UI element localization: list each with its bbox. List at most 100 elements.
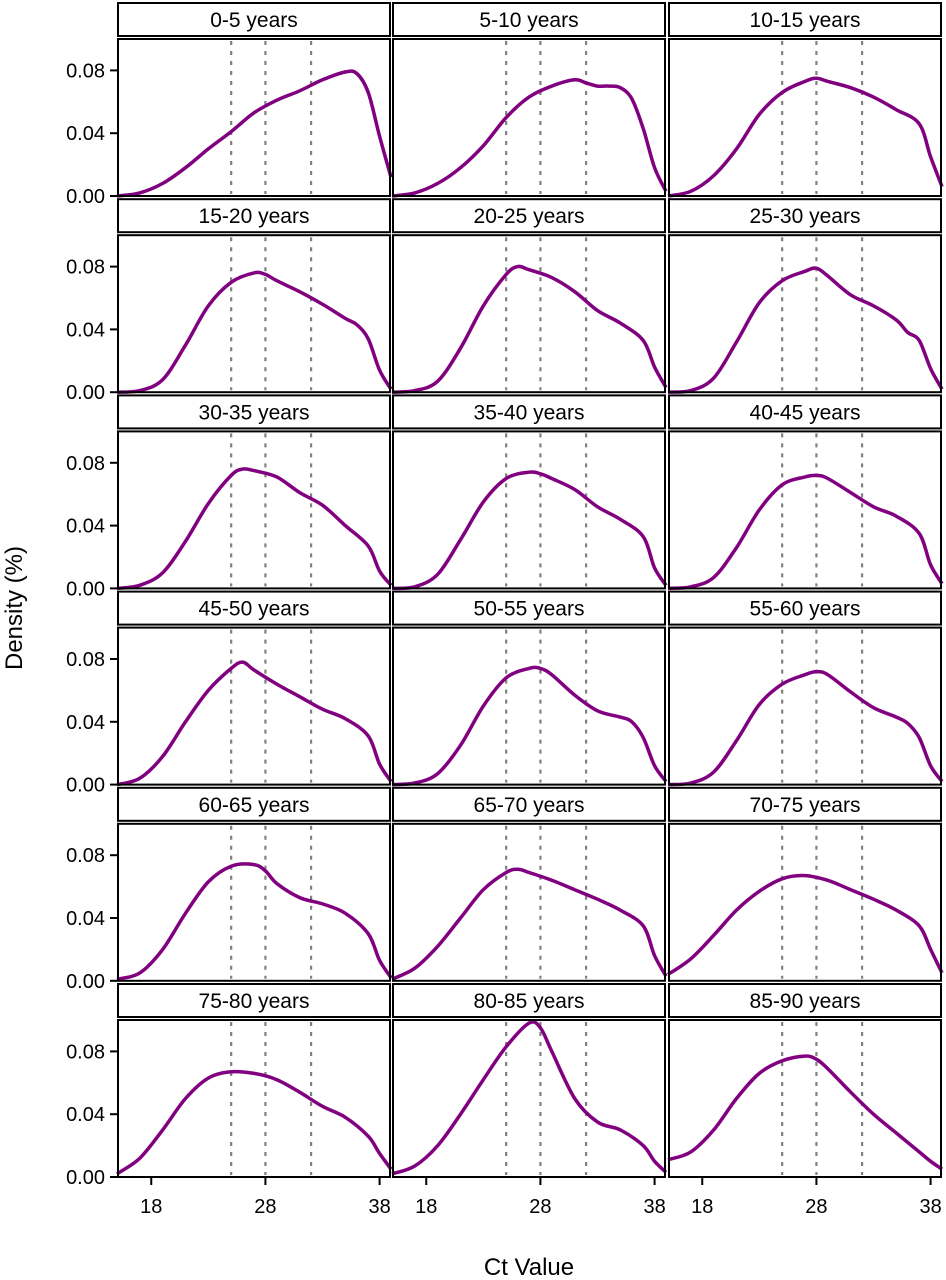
density-curve [391,470,668,591]
facet-panel: 60-65 years [116,786,393,982]
facet-strip [392,394,666,430]
panel-frame [117,822,391,982]
x-tick-label: 28 [805,1196,827,1218]
y-tick-label: 0.04 [66,516,105,538]
facet-panel: 80-85 years [391,983,668,1178]
x-tick-label: 18 [691,1196,713,1218]
y-tick-label: 0.04 [66,123,105,145]
facet-label: 70-75 years [750,794,861,817]
facet-panel: 70-75 years [667,786,944,982]
facet-label: 20-25 years [474,205,585,228]
density-curve [116,270,393,394]
y-tick-label: 0.08 [66,845,105,867]
panel-frame [392,822,666,982]
facet-strip [117,394,391,430]
y-tick-label: 0.08 [66,1041,105,1063]
facet-strip [117,590,391,626]
density-curve [667,1054,944,1171]
facet-panel: 35-40 years [391,394,668,591]
facet-label: 5-10 years [479,9,578,32]
density-curve [116,69,393,198]
facet-strip [117,2,391,37]
y-tick-label: 0.00 [66,382,105,404]
facet-label: 15-20 years [199,205,310,228]
facet-panel: 75-80 years [115,983,393,1178]
facet-strip [392,590,666,626]
y-tick-label: 0.04 [66,319,105,341]
panel-frame [117,234,391,394]
panel-frame [392,626,666,786]
panel-frame [117,626,391,786]
x-tick-label: 28 [254,1196,276,1218]
y-tick-label: 0.00 [66,775,105,797]
facet-label: 45-50 years [199,598,310,621]
facet-strip [392,983,666,1018]
density-curve [667,873,944,976]
facet-strip [392,2,666,37]
density-curve [391,1020,668,1176]
panel-frame [117,1019,391,1178]
facet-label: 0-5 years [210,9,298,32]
panel-frame [668,430,942,590]
panel-frame [668,1019,942,1178]
facet-strip [117,198,391,234]
panel-frame [668,234,942,394]
facet-strip [392,786,666,822]
density-curve [667,473,944,591]
y-axes: 0.00 0.04 0.08 0.00 0.04 0.08 0.00 0.04 0.08 0.00… [66,60,117,1189]
panel-frame [668,822,942,982]
x-tick-label: 28 [529,1196,551,1218]
panel-frame [392,1019,666,1178]
y-tick-label: 0.08 [66,60,105,82]
facet-panel: 55-60 years [667,590,944,787]
facet-panel: 50-55 years [391,590,668,787]
x-tick-label: 38 [643,1196,665,1218]
facet-panel: 40-45 years [667,394,944,591]
facet-label: 75-80 years [199,990,310,1013]
y-axis-title: Density (%) [1,546,28,670]
facet-strip [668,590,942,626]
facet-strip [392,198,666,234]
density-curve [667,669,944,787]
facet-label: 65-70 years [474,794,585,817]
y-tick-label: 0.08 [66,649,105,671]
facet-label: 25-30 years [750,205,861,228]
x-tick-label: 18 [415,1196,437,1218]
facet-strip [668,786,942,822]
panel-frame [117,38,391,197]
y-tick-label: 0.04 [66,712,105,734]
x-tick-label: 38 [919,1196,941,1218]
x-axis-title: Ct Value [484,1254,574,1280]
facet-label: 10-15 years [750,9,861,32]
panel-frame [117,430,391,590]
x-tick-label: 38 [368,1196,390,1218]
facet-panel: 10-15 years [667,2,944,198]
y-tick-label: 0.00 [66,578,105,600]
y-tick-label: 0.08 [66,453,105,475]
density-curve [116,467,393,591]
y-tick-label: 0.04 [66,908,105,930]
panel-frame [668,626,942,786]
density-curve [116,660,393,787]
facet-panel: 30-35 years [116,394,393,591]
panel-frame [668,38,942,197]
facet-label: 35-40 years [474,401,585,424]
y-tick-label: 0.08 [66,257,105,279]
facet-panel: 20-25 years [391,198,668,394]
facet-strip [668,983,942,1018]
facet-label: 80-85 years [474,990,585,1013]
y-tick-label: 0.04 [66,1104,105,1126]
density-curve [667,76,944,198]
facet-panel: 0-5 years [116,2,393,198]
facet-label: 85-90 years [750,990,861,1013]
facet-strip [668,198,942,234]
density-curve [391,264,668,394]
panel-frame [392,234,666,394]
x-tick-label: 18 [140,1196,162,1218]
facet-label: 40-45 years [750,401,861,424]
facet-strip [668,2,942,37]
facet-panel: 5-10 years [391,2,668,198]
facet-label: 55-60 years [750,598,861,621]
facet-panel: 15-20 years [116,198,393,394]
y-tick-label: 0.00 [66,971,105,993]
